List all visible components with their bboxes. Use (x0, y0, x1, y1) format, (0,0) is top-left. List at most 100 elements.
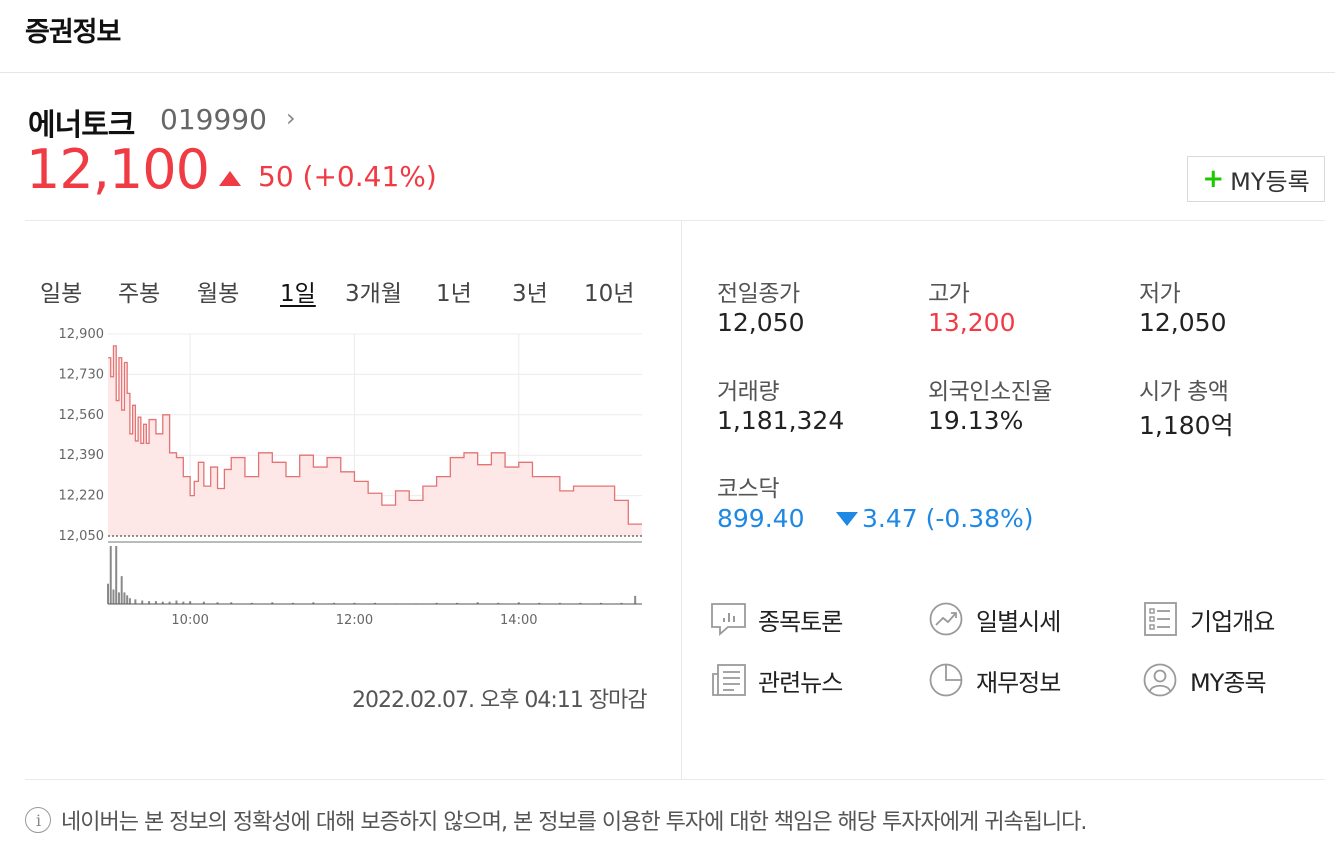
volume-bar (634, 595, 637, 604)
foreign-ratio-value: 19.13% (928, 406, 1024, 435)
volume-bar (141, 600, 144, 604)
newspaper-icon (712, 664, 746, 696)
volume-bar (538, 602, 541, 604)
price-area (108, 345, 642, 536)
kosdaq-change: 3.47 (-0.38%) (862, 504, 1034, 533)
user-icon (1143, 663, 1177, 697)
plus-icon: + (1202, 164, 1225, 194)
disclaimer: i 네이버는 본 정보의 정확성에 대해 보증하지 않으며, 본 정보를 이용한… (25, 804, 1087, 836)
top-divider (0, 72, 1335, 73)
volume-bar (148, 601, 151, 604)
mid-divider (25, 220, 1325, 221)
tab-monthly-candle[interactable]: 월봉 (197, 281, 240, 307)
volume-bar (497, 602, 500, 604)
my-stocks-link[interactable]: MY종목 (1142, 662, 1267, 698)
daily-price-link[interactable]: 일별시세 (928, 601, 1061, 637)
company-overview-label: 기업개요 (1190, 607, 1275, 636)
financials-label: 재무정보 (976, 668, 1061, 697)
volume-bar (120, 576, 123, 604)
high-label: 고가 (928, 281, 970, 307)
volume-bar (182, 601, 185, 604)
my-stocks-label: MY종목 (1190, 668, 1267, 697)
volume-bar (312, 602, 315, 604)
my-register-button[interactable]: + MY등록 (1187, 156, 1325, 202)
y-tick-label: 12,560 (59, 408, 105, 423)
disclaimer-text: 네이버는 본 정보의 정확성에 대해 보증하지 않으며, 본 정보를 이용한 투… (61, 810, 1087, 835)
volume-bar (620, 602, 623, 604)
volume-bar (230, 602, 233, 604)
related-news-label: 관련뉴스 (758, 668, 843, 697)
volume-bar (107, 583, 109, 604)
volume-bar (134, 599, 137, 604)
info-icon: i (25, 807, 51, 833)
volume-bar (175, 600, 178, 604)
volume-bar (161, 601, 164, 604)
kosdaq-value: 899.40 (717, 504, 805, 533)
volume-bar (476, 602, 479, 604)
volume-bar (353, 602, 356, 604)
tab-3-years[interactable]: 3년 (512, 281, 548, 307)
bottom-divider (25, 779, 1325, 780)
tab-weekly-candle[interactable]: 주봉 (118, 281, 161, 307)
pie-chart-icon (929, 663, 963, 697)
section-title: 증권정보 (25, 17, 121, 48)
down-arrow-icon (836, 512, 858, 526)
y-tick-label: 12,390 (59, 448, 105, 463)
y-tick-label: 12,050 (59, 529, 105, 544)
y-tick-label: 12,900 (59, 327, 105, 342)
intraday-price-chart[interactable]: 12,900 12,730 12,560 12,390 12,220 12,050 10:0… (40, 320, 650, 630)
stock-name[interactable]: 에너토크 (28, 108, 135, 143)
volume-bar (112, 589, 115, 604)
document-list-icon (1144, 602, 1177, 636)
volume-bar (599, 602, 602, 604)
current-price: 12,100 (26, 138, 210, 201)
tab-1-year[interactable]: 1년 (436, 281, 472, 307)
discussion-icon (711, 603, 746, 636)
y-tick-label: 12,730 (59, 367, 105, 382)
company-overview-link[interactable]: 기업개요 (1142, 601, 1275, 637)
volume-bar (271, 602, 274, 604)
volume-bar (558, 602, 561, 604)
volume-bar (126, 595, 129, 604)
volume-bar (154, 601, 157, 604)
daily-price-label: 일별시세 (976, 607, 1061, 636)
market-cap-value: 1,180억 (1139, 411, 1234, 440)
volume-bar (291, 602, 294, 604)
market-cap-label: 시가 총액 (1139, 379, 1229, 405)
volume-bar (216, 602, 219, 604)
volume-bar (250, 602, 253, 604)
low-label: 저가 (1139, 281, 1181, 307)
chart-timestamp: 2022.02.07. 오후 04:11 장마감 (352, 688, 648, 713)
tab-3-months[interactable]: 3개월 (345, 281, 402, 307)
volume-bar (128, 598, 131, 604)
x-tick-label: 10:00 (171, 613, 208, 628)
financials-link[interactable]: 재무정보 (928, 662, 1061, 698)
stock-code[interactable]: 019990 (160, 103, 267, 136)
volume-bar (202, 601, 205, 604)
foreign-ratio-label: 외국인소진율 (928, 379, 1052, 405)
price-change: 50 (+0.41%) (258, 160, 437, 193)
volume-bar (168, 601, 171, 604)
related-news-link[interactable]: 관련뉴스 (710, 662, 843, 698)
vertical-divider (681, 221, 682, 779)
tab-daily-candle[interactable]: 일봉 (40, 281, 83, 307)
price-line (108, 345, 642, 525)
prev-close-label: 전일종가 (717, 281, 800, 307)
volume-bar (189, 601, 192, 604)
x-tick-label: 12:00 (336, 613, 373, 628)
chevron-right-icon[interactable]: › (286, 104, 296, 132)
volume-bar (123, 592, 126, 604)
prev-close-value: 12,050 (717, 308, 805, 337)
volume-bar (117, 592, 120, 604)
volume-bar (456, 602, 459, 604)
up-arrow-icon (219, 171, 241, 186)
volume-value: 1,181,324 (717, 406, 845, 435)
volume-bar (109, 546, 112, 604)
low-value: 12,050 (1139, 308, 1227, 337)
tab-1-day[interactable]: 1일 (280, 281, 316, 307)
discussion-link[interactable]: 종목토론 (710, 601, 843, 637)
kosdaq-label: 코스닥 (717, 476, 779, 502)
tab-10-years[interactable]: 10년 (584, 281, 635, 307)
volume-bar (435, 602, 438, 604)
my-register-label: MY등록 (1230, 167, 1310, 196)
